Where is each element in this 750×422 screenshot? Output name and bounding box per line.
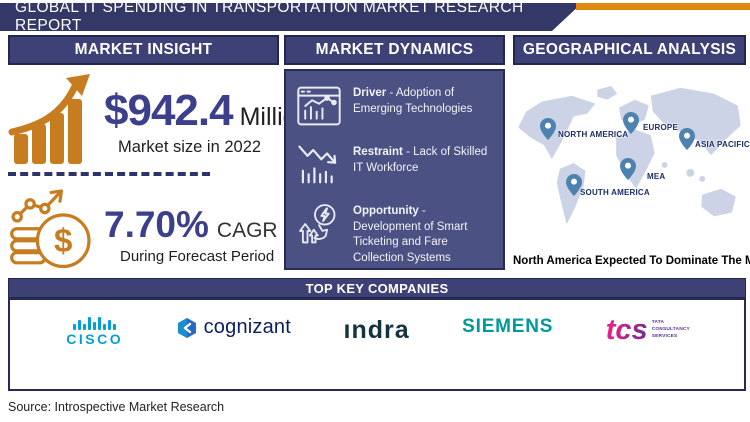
tcs-logo: tcs TATA CONSULTANCY SERVICES	[605, 314, 690, 346]
market-dynamics-title: MARKET DYNAMICS	[315, 41, 474, 58]
report-title: GLOBAL IT SPENDING IN TRANSPORTATION MAR…	[15, 0, 524, 34]
map-pin-south-america	[566, 174, 582, 196]
indra-logo: ındra	[344, 316, 410, 345]
report-title-banner: GLOBAL IT SPENDING IN TRANSPORTATION MAR…	[0, 3, 582, 31]
siemens-wordmark: SIEMENS	[462, 316, 554, 337]
opportunity-desc: - Development of Smart Ticketing and Far…	[353, 205, 468, 264]
declining-trend-icon	[298, 145, 337, 184]
cognizant-wordmark: cognizant	[203, 316, 292, 338]
geo-caption: North America Expected To Dominate The M…	[513, 255, 750, 267]
map-pin-mea	[620, 158, 636, 180]
coins-growth-icon: $	[10, 189, 91, 269]
map-pin-europe	[623, 112, 639, 134]
cisco-logo: CISCO	[66, 316, 123, 347]
market-dynamics-section: MARKET DYNAMICS	[284, 35, 505, 270]
driver-desc: - Adoption of Emerging Technologies	[353, 87, 473, 115]
source-note: Source: Introspective Market Research	[8, 400, 225, 414]
driver-row: Driver - Adoption of Emerging Technologi…	[296, 84, 493, 128]
cisco-bars-icon	[73, 316, 116, 330]
tcs-wordmark: tcs	[605, 314, 648, 346]
indra-wordmark: ındra	[343, 316, 410, 344]
cognizant-cube-icon	[177, 317, 196, 338]
geographical-analysis-title: GEOGRAPHICAL ANALYSIS	[522, 41, 737, 58]
companies-logo-strip: CISCO cognizant ındra SIEMENS tcs TATA C…	[8, 298, 746, 391]
dashboard-chart-icon	[297, 86, 341, 126]
market-insight-header: MARKET INSIGHT	[8, 35, 279, 65]
driver-label: Driver	[353, 87, 387, 99]
top-key-companies-title: TOP KEY COMPANIES	[305, 280, 449, 296]
siemens-logo: SIEMENS	[462, 316, 553, 338]
restraint-row: Restraint - Lack of Skilled IT Workforce	[296, 143, 493, 187]
market-size-caption: Market size in 2022	[118, 138, 262, 156]
cagr-block: 7.70% CAGR During Forecast Period	[100, 178, 278, 265]
map-pin-north-america	[540, 118, 556, 140]
growth-bar-chart-icon	[8, 74, 90, 164]
geographical-analysis-section: GEOGRAPHICAL ANALYSIS	[513, 35, 750, 267]
label-asia-pacific: ASIA PACIFIC	[695, 140, 750, 149]
top-key-companies-header: TOP KEY COMPANIES	[8, 278, 746, 298]
cisco-wordmark: CISCO	[66, 331, 124, 347]
top-accent-strip	[576, 3, 750, 10]
market-insight-section: MARKET INSIGHT $942.4 Million Market size…	[8, 35, 310, 278]
label-north-america: NORTH AMERICA	[558, 130, 629, 139]
geographical-analysis-header: GEOGRAPHICAL ANALYSIS	[513, 35, 746, 65]
cagr-caption: During Forecast Period	[120, 248, 275, 265]
world-map: NORTH AMERICA EUROPE ASIA PACIFIC MEA SO…	[513, 70, 750, 253]
driver-text: Driver - Adoption of Emerging Technologi…	[353, 84, 493, 117]
market-insight-title: MARKET INSIGHT	[74, 41, 213, 58]
idea-growth-icon	[299, 204, 336, 244]
market-size-block: $942.4 Million Market size in 2022	[100, 70, 310, 157]
label-south-america: SOUTH AMERICA	[580, 188, 650, 197]
market-dynamics-panel: Driver - Adoption of Emerging Technologi…	[284, 69, 505, 270]
opportunity-row: Opportunity - Development of Smart Ticke…	[296, 202, 493, 266]
label-europe: EUROPE	[643, 123, 678, 132]
opportunity-label: Opportunity	[353, 205, 419, 217]
svg-text:$: $	[54, 223, 72, 260]
tcs-subtext: TATA CONSULTANCY SERVICES	[651, 320, 690, 339]
market-size-row: $942.4 Million Market size in 2022	[8, 70, 310, 168]
cognizant-logo: cognizant	[176, 316, 291, 339]
label-mea: MEA	[647, 172, 666, 181]
market-size-value: $942.4	[104, 86, 234, 135]
market-dynamics-header: MARKET DYNAMICS	[284, 35, 505, 65]
opportunity-text: Opportunity - Development of Smart Ticke…	[353, 202, 493, 266]
map-pin-asia-pacific	[679, 128, 695, 150]
restraint-desc: - Lack of Skilled IT Workforce	[353, 146, 488, 174]
restraint-text: Restraint - Lack of Skilled IT Workforce	[353, 143, 493, 176]
cagr-label: CAGR	[216, 219, 278, 242]
restraint-label: Restraint	[353, 146, 403, 158]
cagr-row: $ 7.70% CAGR During Forecast Period	[8, 178, 279, 278]
cagr-value: 7.70%	[104, 204, 209, 245]
dashed-divider	[8, 172, 210, 176]
